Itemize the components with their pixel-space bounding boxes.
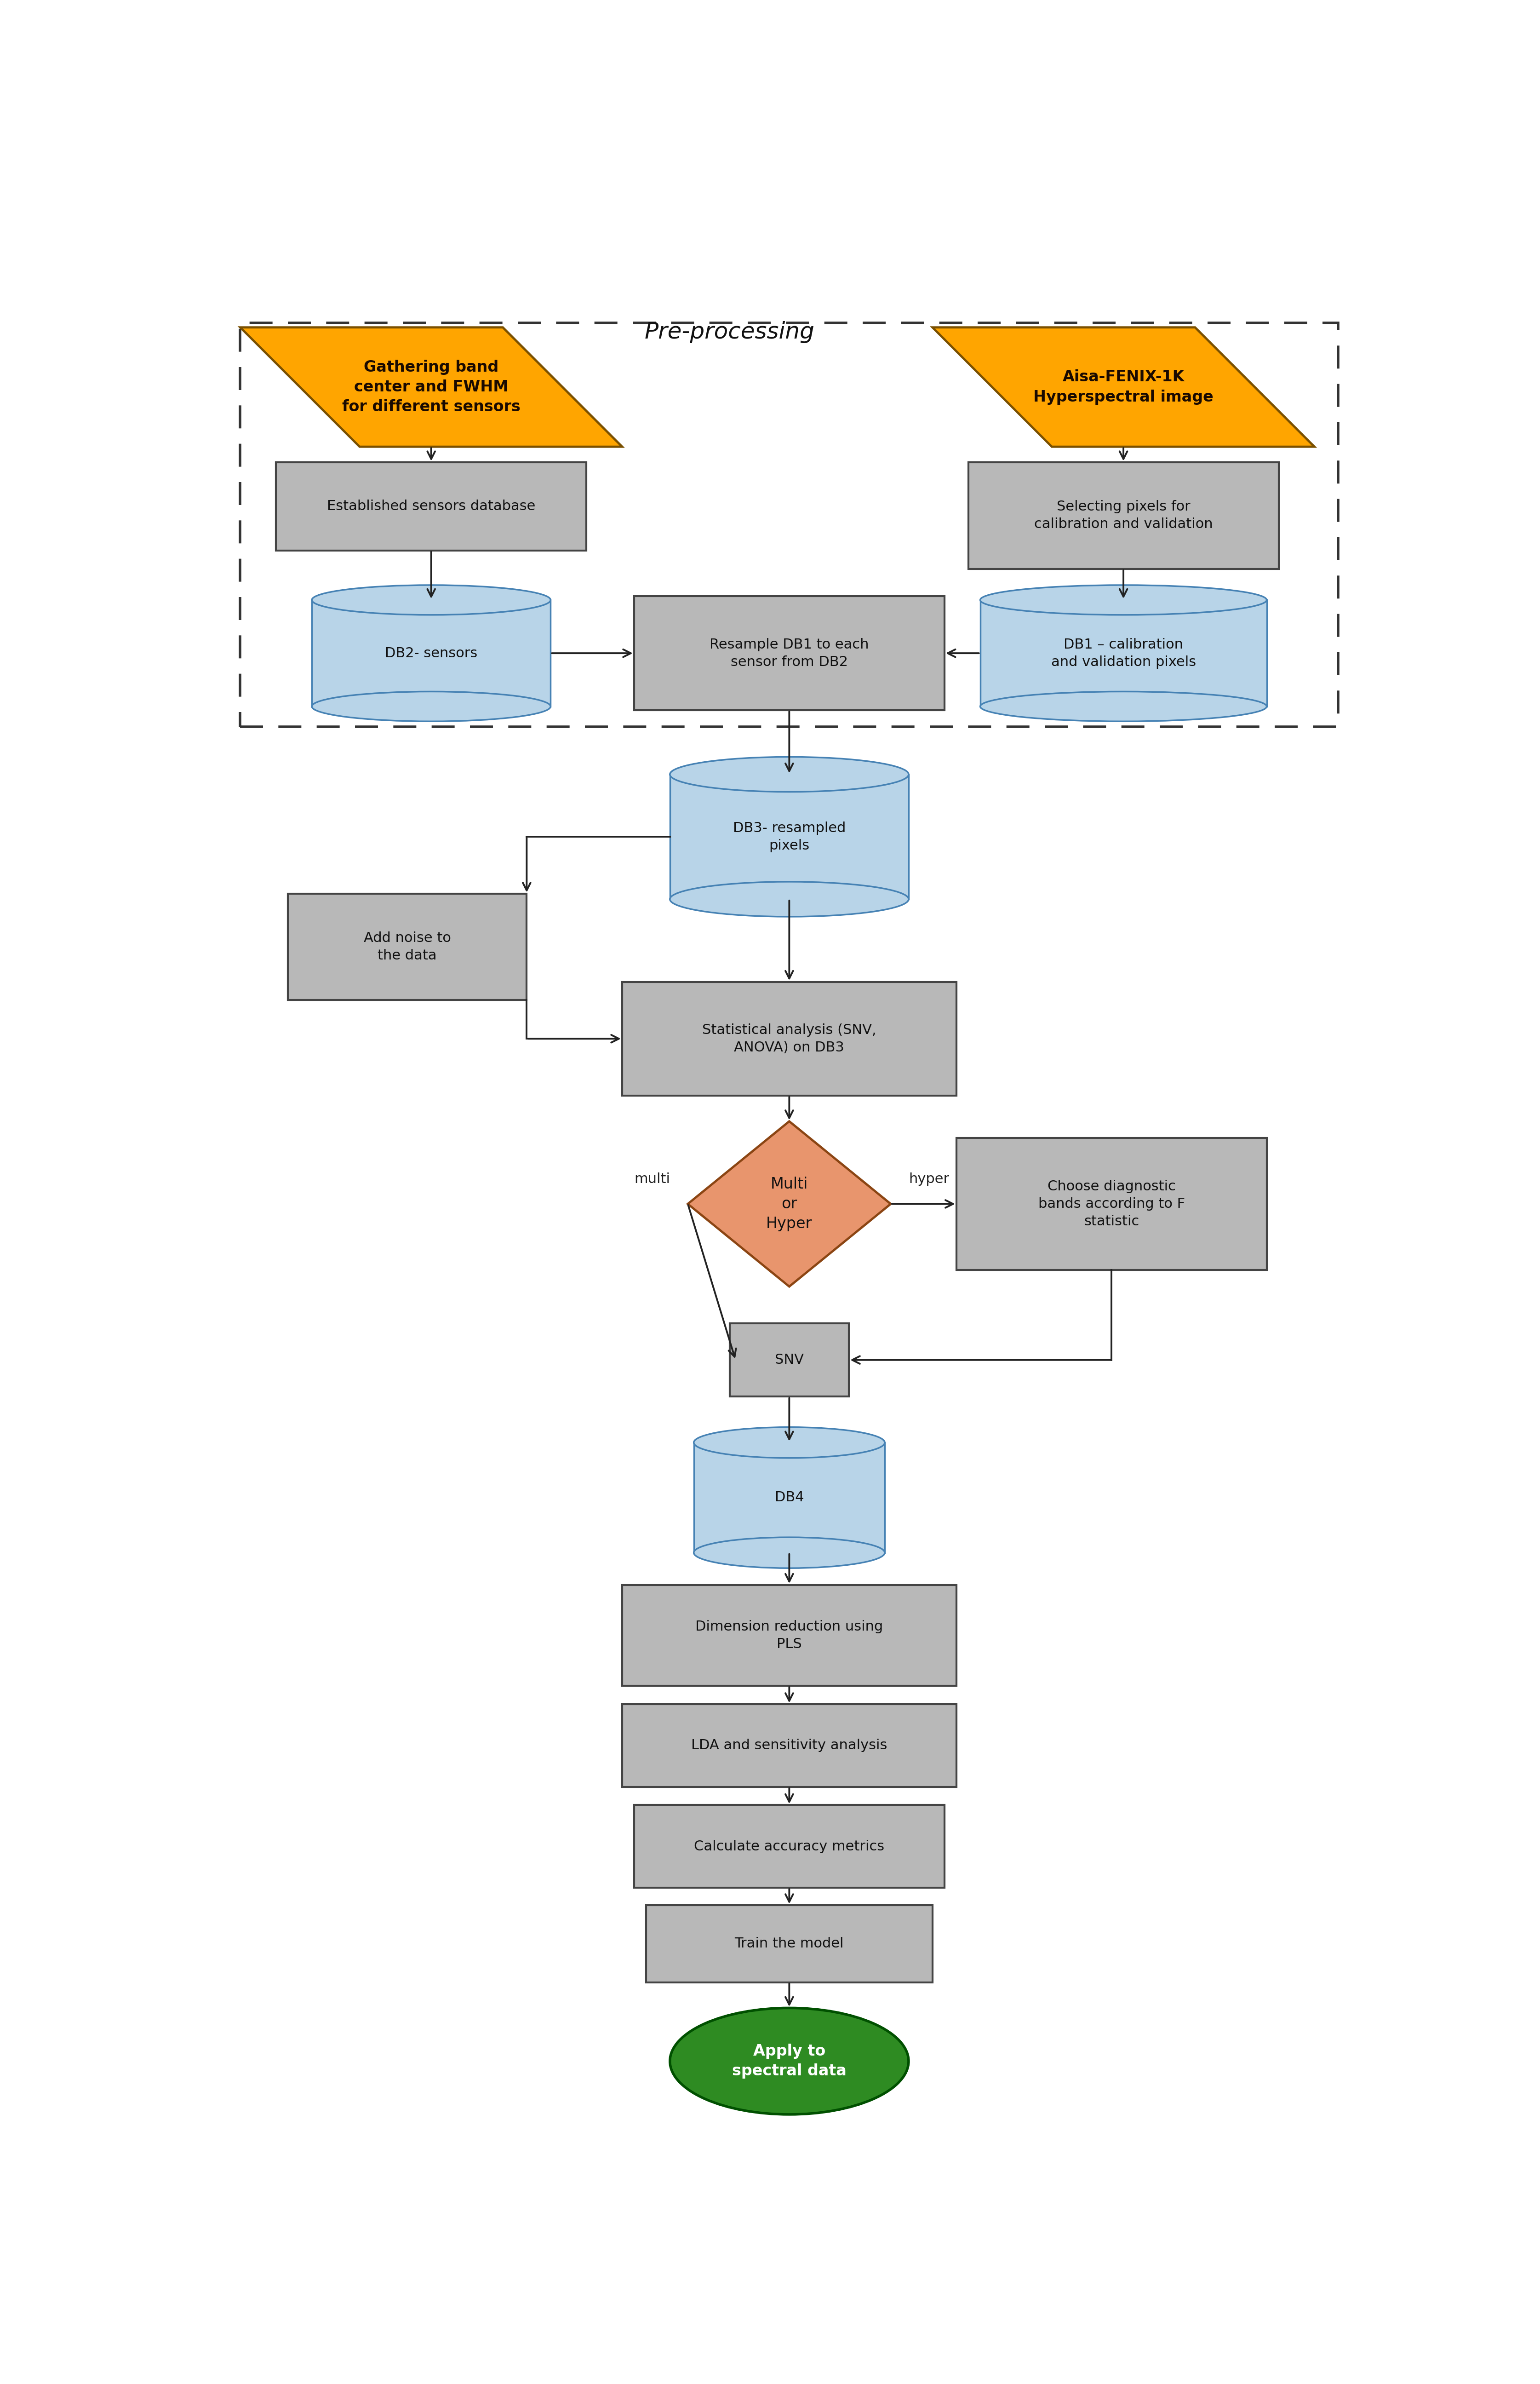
Ellipse shape bbox=[311, 691, 551, 722]
Bar bbox=[622, 982, 956, 1097]
Text: LDA and sensitivity analysis: LDA and sensitivity analysis bbox=[691, 1738, 887, 1752]
Text: multi: multi bbox=[634, 1173, 670, 1185]
Ellipse shape bbox=[311, 584, 551, 615]
Text: DB4: DB4 bbox=[775, 1490, 804, 1504]
Text: Selecting pixels for
calibration and validation: Selecting pixels for calibration and val… bbox=[1033, 501, 1214, 532]
Bar bbox=[647, 1905, 933, 1981]
Text: DB2- sensors: DB2- sensors bbox=[385, 646, 477, 660]
Text: hyper: hyper bbox=[909, 1173, 949, 1185]
Bar bbox=[288, 894, 527, 1001]
Ellipse shape bbox=[981, 584, 1266, 615]
Text: DB1 – calibration
and validation pixels: DB1 – calibration and validation pixels bbox=[1050, 639, 1197, 668]
Text: Established sensors database: Established sensors database bbox=[326, 501, 536, 513]
Text: Calculate accuracy metrics: Calculate accuracy metrics bbox=[695, 1840, 884, 1852]
Bar bbox=[634, 596, 944, 710]
Ellipse shape bbox=[693, 1538, 884, 1569]
Text: Aisa-FENIX-1K
Hyperspectral image: Aisa-FENIX-1K Hyperspectral image bbox=[1033, 370, 1214, 405]
Bar bbox=[622, 1705, 956, 1786]
Ellipse shape bbox=[670, 882, 909, 918]
Text: Add noise to
the data: Add noise to the data bbox=[363, 932, 451, 963]
Bar bbox=[276, 462, 587, 551]
Bar bbox=[730, 1323, 849, 1397]
Bar bbox=[969, 462, 1278, 570]
Text: Multi
or
Hyper: Multi or Hyper bbox=[767, 1175, 812, 1233]
Text: Pre-processing: Pre-processing bbox=[645, 322, 815, 343]
Bar bbox=[240, 322, 1338, 727]
Text: Apply to
spectral data: Apply to spectral data bbox=[731, 2043, 847, 2079]
Bar bbox=[981, 601, 1266, 706]
Polygon shape bbox=[688, 1120, 890, 1287]
Polygon shape bbox=[933, 327, 1315, 446]
Bar bbox=[622, 1585, 956, 1685]
Text: Gathering band
center and FWHM
for different sensors: Gathering band center and FWHM for diffe… bbox=[342, 360, 521, 415]
Bar bbox=[634, 1805, 944, 1888]
Text: Dimension reduction using
PLS: Dimension reduction using PLS bbox=[696, 1619, 882, 1650]
Ellipse shape bbox=[981, 691, 1266, 722]
Text: DB3- resampled
pixels: DB3- resampled pixels bbox=[733, 822, 845, 851]
Ellipse shape bbox=[670, 756, 909, 791]
Bar bbox=[956, 1137, 1267, 1271]
Ellipse shape bbox=[670, 2007, 909, 2115]
Text: Train the model: Train the model bbox=[735, 1938, 844, 1950]
Bar bbox=[693, 1442, 884, 1552]
Text: Choose diagnostic
bands according to F
statistic: Choose diagnostic bands according to F s… bbox=[1038, 1180, 1184, 1228]
Bar bbox=[670, 775, 909, 899]
Text: Statistical analysis (SNV,
ANOVA) on DB3: Statistical analysis (SNV, ANOVA) on DB3 bbox=[702, 1023, 876, 1054]
Text: Resample DB1 to each
sensor from DB2: Resample DB1 to each sensor from DB2 bbox=[710, 639, 869, 668]
Text: SNV: SNV bbox=[775, 1354, 804, 1366]
Polygon shape bbox=[240, 327, 622, 446]
Ellipse shape bbox=[693, 1428, 884, 1459]
Bar bbox=[311, 601, 551, 706]
